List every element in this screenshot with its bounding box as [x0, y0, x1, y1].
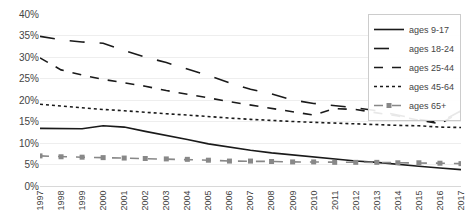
svg-text:35%: 35%	[19, 30, 39, 41]
svg-text:20%: 20%	[19, 95, 39, 106]
svg-text:2003: 2003	[161, 191, 171, 211]
svg-text:ages 18-24: ages 18-24	[409, 44, 454, 54]
svg-text:2008: 2008	[266, 191, 276, 211]
svg-text:2010: 2010	[309, 191, 319, 211]
svg-text:2006: 2006	[224, 191, 234, 211]
svg-text:10%: 10%	[19, 138, 39, 149]
svg-text:ages 9-17: ages 9-17	[409, 25, 449, 35]
svg-text:ages 25-44: ages 25-44	[409, 63, 454, 73]
svg-text:2009: 2009	[288, 191, 298, 211]
svg-text:2004: 2004	[182, 191, 192, 211]
svg-text:2011: 2011	[330, 191, 340, 210]
svg-text:2007: 2007	[245, 191, 255, 211]
svg-text:1997: 1997	[35, 191, 45, 211]
svg-text:15%: 15%	[19, 116, 39, 127]
svg-text:5%: 5%	[25, 159, 40, 170]
svg-text:ages 65+: ages 65+	[409, 101, 446, 111]
svg-text:25%: 25%	[19, 73, 39, 84]
svg-text:2002: 2002	[140, 191, 150, 211]
svg-text:2012: 2012	[351, 191, 361, 211]
svg-text:2015: 2015	[414, 191, 424, 211]
svg-text:2000: 2000	[98, 191, 108, 211]
svg-text:2014: 2014	[393, 191, 403, 211]
svg-text:2017: 2017	[456, 191, 466, 211]
svg-text:2013: 2013	[372, 191, 382, 211]
svg-text:0%: 0%	[25, 181, 40, 192]
svg-text:2016: 2016	[435, 191, 445, 211]
svg-text:2001: 2001	[119, 191, 129, 211]
svg-text:2005: 2005	[203, 191, 213, 211]
svg-text:40%: 40%	[19, 9, 39, 20]
svg-text:1999: 1999	[77, 191, 87, 211]
svg-text:ages 45-64: ages 45-64	[409, 82, 454, 92]
svg-text:30%: 30%	[19, 52, 39, 63]
svg-text:1998: 1998	[56, 191, 66, 211]
